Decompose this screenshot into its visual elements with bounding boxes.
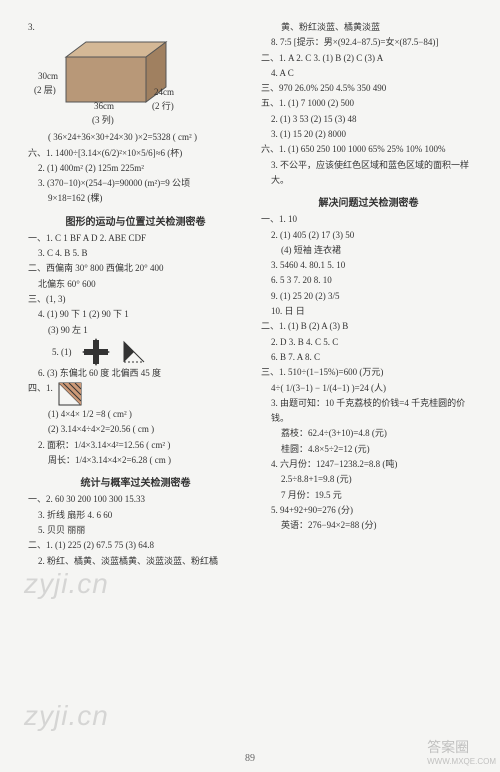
b1c: 5. 贝贝 丽丽 (28, 523, 243, 538)
six-1: 六、1. 1400÷[3.14×(6/2)²×10×5/6]≈6 (杯) (28, 146, 243, 161)
cuboid-d: 24cm (154, 87, 174, 97)
cross-shape-icon (82, 338, 110, 366)
c3g: 2.5÷8.8+1=9.8 (元) (261, 472, 476, 487)
c3h: 7 月份：19.5 元 (261, 488, 476, 503)
section-title-1: 图形的运动与位置过关检测密卷 (28, 213, 243, 228)
c3i: 5. 94+92+90=276 (分) (261, 503, 476, 518)
section-title-2: 统计与概率过关检测密卷 (28, 474, 243, 489)
c1g: 10. 日 日 (261, 304, 476, 319)
watermark-2: zyji.cn (24, 700, 109, 732)
six-3: 3. (370−10)×(254−4)=90000 (m²)=9 公顷 (28, 176, 243, 191)
q3-num: 3. (28, 20, 243, 35)
cuboid-wnote: (3 列) (92, 113, 114, 126)
a1: 一、1. C 1 BF A D 2. ABE CDF (28, 231, 243, 246)
r5: 五、1. (1) 7 1000 (2) 500 (261, 96, 476, 111)
b1: 一、2. 60 30 200 100 300 15.33 (28, 492, 243, 507)
c1: 一、1. 10 (261, 212, 476, 227)
a4d: 周长：1/4×3.14×4×2=6.28 ( cm ) (28, 453, 243, 468)
c3c: 3. 由题可知：10 千克荔枝的价钱=4 千克桂圆的价钱。 (261, 396, 476, 427)
r0: 黄、粉红淡蓝、橘黄淡蓝 (261, 20, 476, 35)
c3f: 4. 六月份：1247−1238.2=8.8 (吨) (261, 457, 476, 472)
corner-text: 答案圈 (427, 739, 469, 755)
r2b: 4. A C (261, 66, 476, 81)
section-title-3: 解决问题过关检测密卷 (261, 194, 476, 209)
left-column: 3. 30cm (2 层) 36cm (3 列) 24cm (2 行) ( 36… (28, 20, 243, 569)
triangle-shape-icon (120, 338, 148, 366)
c2b: 2. D 3. B 4. C 5. C (261, 335, 476, 350)
square-diag-icon (57, 381, 83, 407)
cuboid-calc: ( 36×24+36×30+24×30 )×2=5328 ( cm² ) (28, 130, 243, 145)
c2c: 6. B 7. A 8. C (261, 350, 476, 365)
c1e: 6. 5 3 7. 20 8. 10 (261, 273, 476, 288)
r2: 二、1. A 2. C 3. (1) B (2) C (3) A (261, 51, 476, 66)
cuboid-dnote: (2 行) (152, 99, 174, 112)
corner-url: WWW.MXQE.COM (427, 757, 496, 766)
a3c: (3) 90 左 1 (28, 323, 243, 338)
a4c: 2. 面积：1/4×3.14×4²=12.56 ( cm² ) (28, 438, 243, 453)
cuboid-hnote: (2 层) (34, 83, 56, 96)
a4: 四、1. (28, 381, 53, 396)
a4b: (2) 3.14×4÷4×2=20.56 ( cm ) (28, 422, 243, 437)
c3: 三、1. 510÷(1−15%)=600 (万元) (261, 365, 476, 380)
cuboid-figure: 30cm (2 层) 36cm (3 列) 24cm (2 行) (56, 37, 186, 112)
r6: 六、1. (1) 650 250 100 1000 65% 25% 10% 10… (261, 142, 476, 157)
c1b: 2. (1) 405 (2) 17 (3) 50 (261, 228, 476, 243)
a3: 三、(1, 3) (28, 292, 243, 307)
a3b: 4. (1) 90 下 1 (2) 90 下 1 (28, 307, 243, 322)
c3b: 4÷( 1/(3−1) − 1/(4−1) )=24 (人) (261, 381, 476, 396)
a1b: 3. C 4. B 5. B (28, 246, 243, 261)
six-2: 2. (1) 400m² (2) 125m 225m² (28, 161, 243, 176)
a5: 5. (1) (52, 347, 72, 357)
a2b: 北偏东 60° 600 (28, 277, 243, 292)
right-column: 黄、粉红淡蓝、橘黄淡蓝 8. 7:5 [提示：男×(92.4−87.5)=女×(… (261, 20, 476, 569)
b2b: 2. 粉红、橘黄、淡蓝橘黄、淡蓝淡蓝、粉红橘 (28, 554, 243, 569)
c3j: 英语：276−94×2=88 (分) (261, 518, 476, 533)
b1b: 3. 折线 扇形 4. 6 60 (28, 508, 243, 523)
c1c: (4) 短袖 连衣裙 (261, 243, 476, 258)
c2: 二、1. (1) B (2) A (3) B (261, 319, 476, 334)
r5c: 3. (1) 15 20 (2) 8000 (261, 127, 476, 142)
c1f: 9. (1) 25 20 (2) 3/5 (261, 289, 476, 304)
r3: 三、970 26.0% 250 4.5% 350 490 (261, 81, 476, 96)
a2: 二、西偏南 30° 800 西偏北 20° 400 (28, 261, 243, 276)
page-number: 89 (0, 753, 500, 764)
c3e: 桂圆：4.8×5÷2=12 (元) (261, 442, 476, 457)
c1d: 3. 5460 4. 80.1 5. 10 (261, 258, 476, 273)
r5b: 2. (1) 3 53 (2) 15 (3) 48 (261, 112, 476, 127)
a4a: (1) 4×4× 1/2 =8 ( cm² ) (28, 407, 243, 422)
a6: 6. (3) 东偏北 60 度 北偏西 45 度 (28, 366, 243, 381)
c3d: 荔枝：62.4÷(3+10)=4.8 (元) (261, 426, 476, 441)
r1: 8. 7:5 [提示：男×(92.4−87.5)=女×(87.5−84)] (261, 35, 476, 50)
cuboid-w: 36cm (94, 101, 114, 111)
six-3b: 9×18=162 (棵) (28, 191, 243, 206)
corner-brand: 答案圈 WWW.MXQE.COM (427, 737, 496, 766)
b2: 二、1. (1) 225 (2) 67.5 75 (3) 64.8 (28, 538, 243, 553)
shape-row: 5. (1) (52, 338, 243, 366)
r6b: 3. 不公平，应该使红色区域和蓝色区域的面积一样大。 (261, 158, 476, 189)
cuboid-h: 30cm (38, 71, 58, 81)
